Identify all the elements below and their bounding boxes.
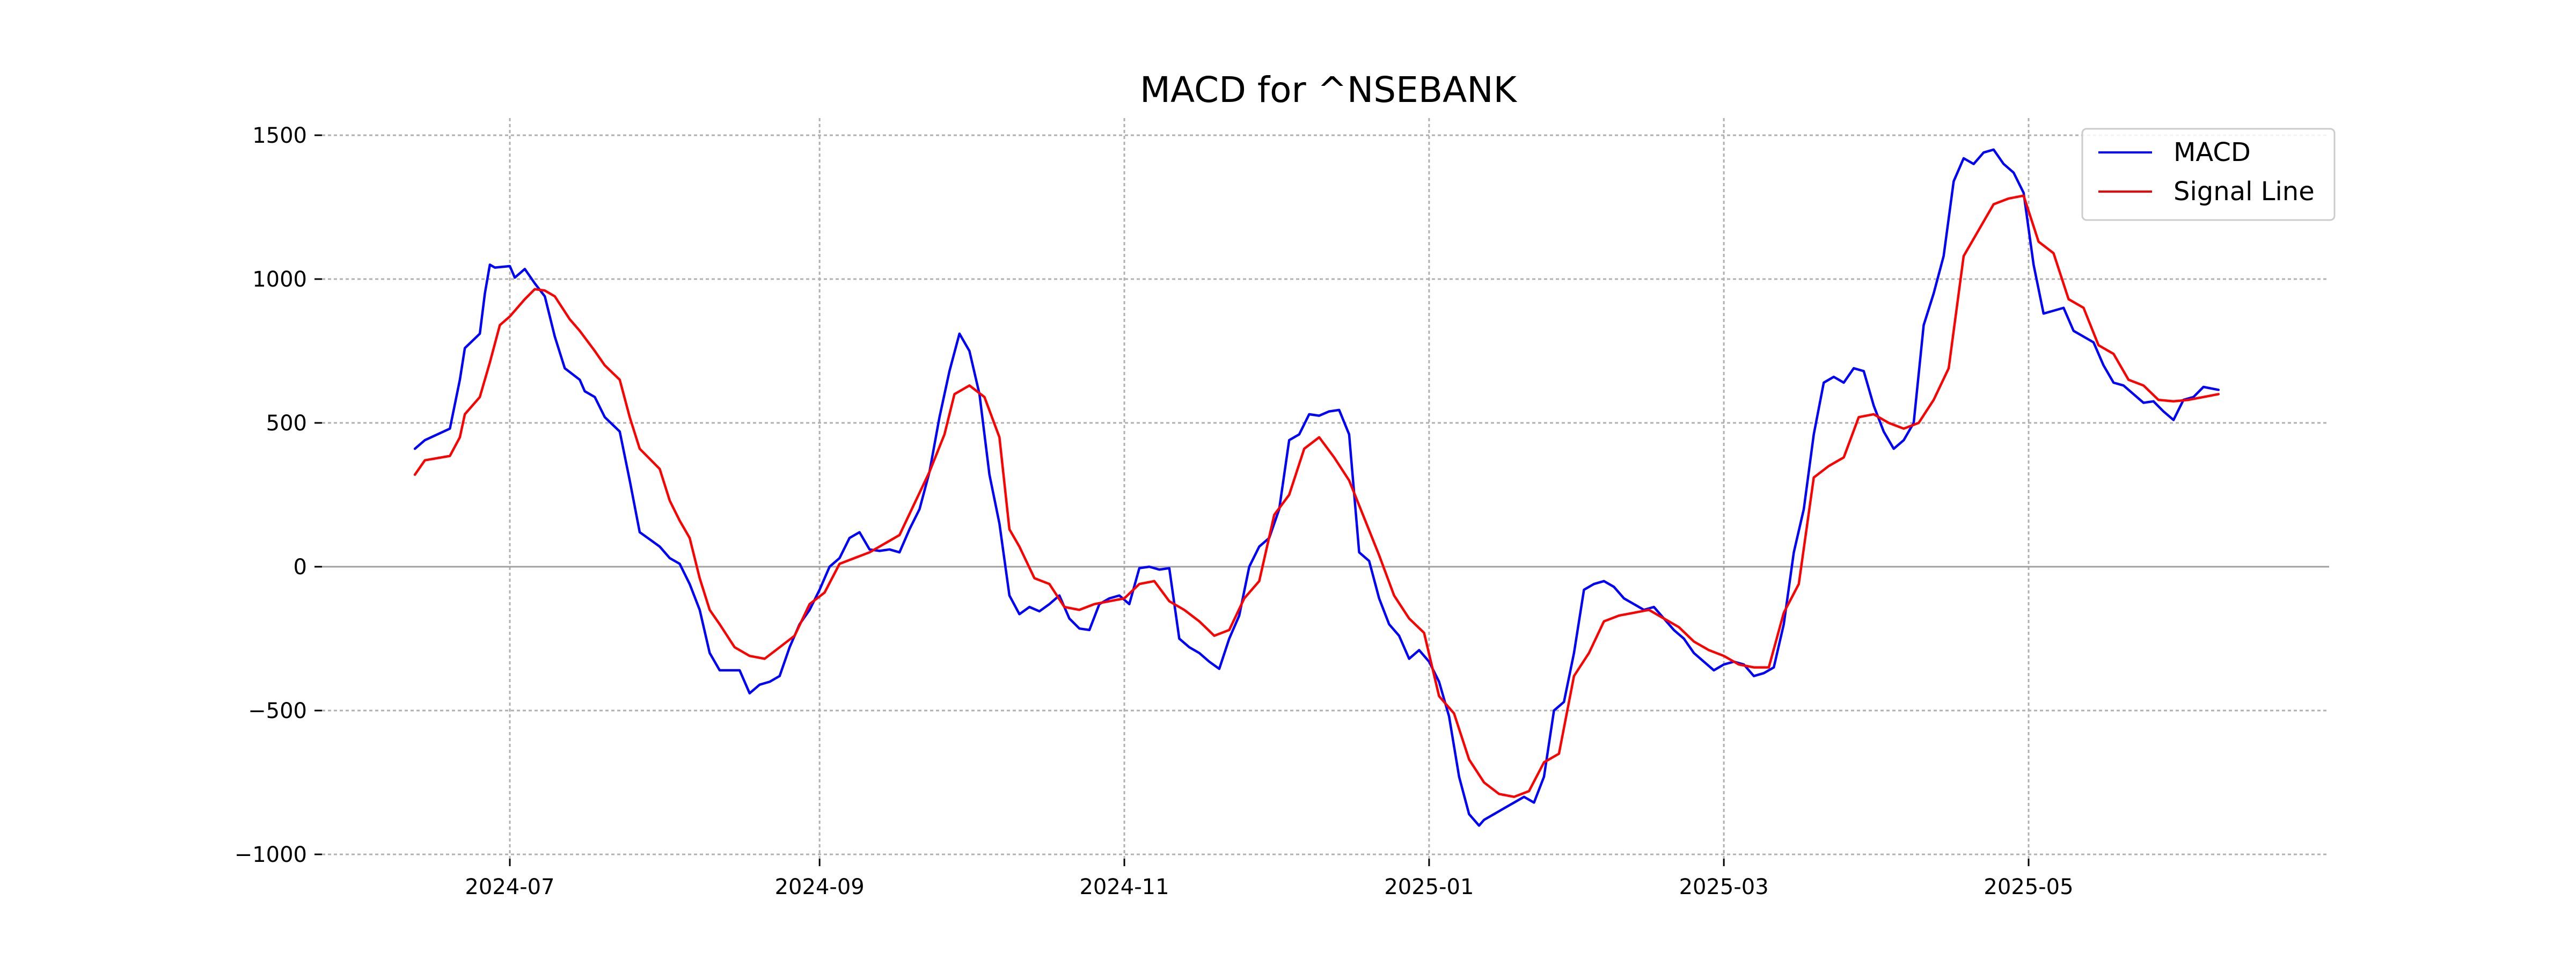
series-line-macd <box>413 148 2220 827</box>
y-tick-label: 500 <box>266 411 307 436</box>
y-tick-label: 1500 <box>252 123 307 148</box>
chart-title: MACD for ^NSEBANK <box>1140 69 1518 111</box>
x-tick-label: 2025-01 <box>1384 875 1474 899</box>
x-tick-label: 2025-05 <box>1984 875 2073 899</box>
y-tick-label: −500 <box>248 699 307 723</box>
x-tick-label: 2024-11 <box>1079 875 1169 899</box>
legend-label-signal-line: Signal Line <box>2174 177 2315 207</box>
legend: MACD Signal Line <box>2081 128 2336 221</box>
x-tick-label: 2024-07 <box>465 875 554 899</box>
x-axis-ticks: 2024-07 2024-09 2024-11 2025-01 2025-03 2025-… <box>465 859 2074 899</box>
x-tick-label: 2024-09 <box>775 875 865 899</box>
y-axis-ticks: 1500 1000 500 0 −500 −1000 <box>235 123 322 867</box>
y-tick-label: 0 <box>294 555 307 580</box>
y-tick-label: −1000 <box>235 843 307 867</box>
x-tick-label: 2025-03 <box>1679 875 1769 899</box>
y-tick-label: 1000 <box>252 267 307 292</box>
legend-label-macd: MACD <box>2174 137 2251 167</box>
series-lines <box>413 148 2220 827</box>
series-line-signal-line <box>413 194 2220 799</box>
